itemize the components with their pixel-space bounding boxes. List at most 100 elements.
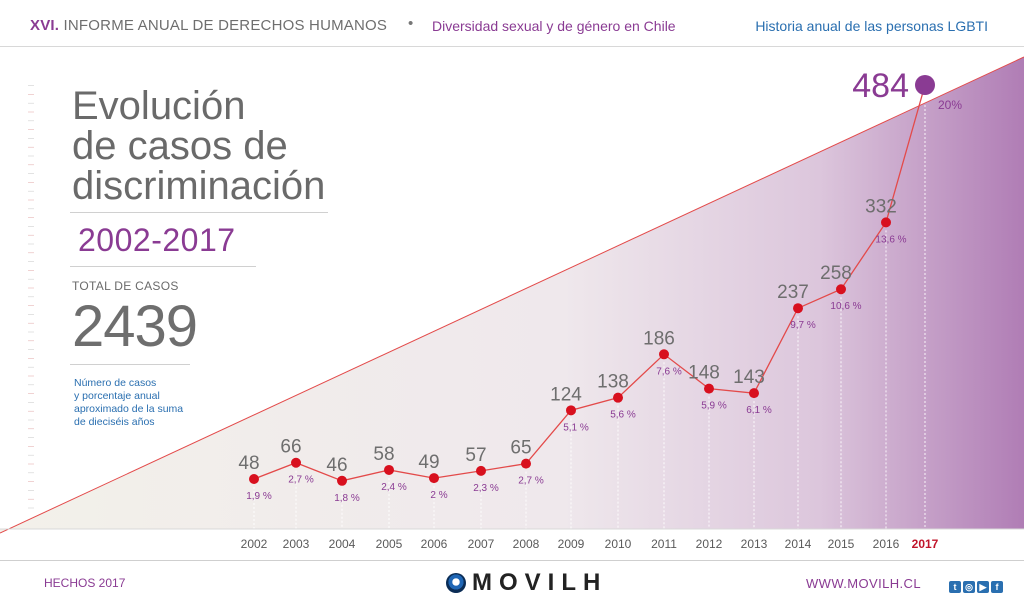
data-point-2003 [291, 457, 301, 468]
total-value: 2439 [72, 294, 198, 359]
facebook-icon[interactable]: f [991, 581, 1003, 593]
data-point-2012 [704, 383, 714, 394]
total-label: TOTAL DE CASOS [72, 279, 179, 293]
x-axis-ticks: 2002 2003 2004 2005 2006 2007 2008 2009 2010 2011… [241, 537, 939, 551]
x-tick-label-2015: 2015 [828, 537, 855, 551]
value-label-2007: 57 [465, 445, 486, 466]
value-label-2016: 332 [865, 196, 897, 217]
data-point-2004 [337, 475, 347, 486]
x-tick-label-2012: 2012 [696, 537, 723, 551]
header-subtitle: Diversidad sexual y de género en Chile [432, 18, 676, 34]
value-label-2014: 237 [777, 282, 809, 303]
chart-note: Número de casos y porcentaje anual aprox… [74, 377, 214, 429]
data-point-2015 [836, 284, 846, 295]
series-line [253, 84, 926, 482]
value-label-2003: 66 [280, 437, 301, 458]
note-line-4: de dieciséis años [74, 416, 155, 428]
footer-divider [0, 560, 1024, 561]
percent-label-2012: 5,9 % [701, 401, 727, 412]
value-label-2012: 148 [688, 363, 720, 384]
value-label-2002: 48 [238, 453, 259, 474]
percent-label-2006: 2 % [430, 490, 447, 501]
trend-line [0, 56, 1024, 534]
twitter-icon[interactable]: t [949, 581, 961, 593]
data-point-2008 [521, 458, 531, 469]
report-number: XVI. [30, 17, 60, 34]
chart-title: Evolución de casos de discriminación [72, 86, 325, 206]
x-tick-label-2011: 2011 [651, 537, 677, 551]
percent-label-2003: 2,7 % [288, 475, 314, 486]
x-tick-label-2013: 2013 [741, 537, 768, 551]
percent-label-2016: 13,6 % [875, 234, 906, 245]
report-title-text: INFORME ANUAL DE DERECHOS HUMANOS [63, 17, 388, 34]
percent-label-2002: 1,9 % [246, 491, 272, 502]
report-title: XVI. INFORME ANUAL DE DERECHOS HUMANOS [30, 17, 387, 34]
year-range: 2002-2017 [78, 222, 236, 258]
x-tick-label-2002: 2002 [241, 537, 268, 551]
value-label-2010: 138 [597, 372, 629, 393]
value-label-2005: 58 [373, 444, 394, 465]
value-label-2013: 143 [733, 367, 765, 388]
title-line-2: de casos de [72, 124, 288, 168]
value-label-2006: 49 [418, 452, 439, 473]
value-label-2008: 65 [510, 438, 531, 459]
website-link[interactable]: WWW.MOVILH.CL [806, 576, 921, 591]
percent-label-2004: 1,8 % [334, 493, 360, 504]
data-point-2006 [429, 473, 439, 484]
data-point-2014 [793, 303, 803, 314]
value-label-2011: 186 [643, 328, 675, 349]
data-point-2016 [881, 217, 891, 228]
header-bar: XVI. INFORME ANUAL DE DERECHOS HUMANOS •… [0, 0, 1024, 50]
note-line-1: Número de casos [74, 377, 157, 389]
percent-label-2007: 2,3 % [473, 483, 499, 494]
percent-label-2005: 2,4 % [381, 482, 407, 493]
data-points [249, 75, 935, 486]
data-point-2011 [659, 349, 669, 360]
logo-eye-icon [446, 573, 466, 593]
title-line-1: Evolución [72, 84, 246, 128]
footer-hechos: HECHOS 2017 [44, 576, 126, 590]
data-point-2009 [566, 405, 576, 416]
percent-label-2011: 7,6 % [656, 366, 682, 377]
x-tick-label-2016: 2016 [873, 537, 900, 551]
header-right-title: Historia anual de las personas LGBTI [755, 18, 988, 34]
data-point-2007 [476, 465, 486, 476]
social-icons: t ◎ ▶ f [949, 577, 1005, 595]
data-labels: 48 1,9 % 66 2,7 % 46 1,8 % 58 2,4 % 49 2 % 57 2,3 %… [238, 67, 962, 504]
youtube-icon[interactable]: ▶ [977, 581, 989, 593]
data-point-2002 [249, 474, 259, 484]
percent-label-2010: 5,6 % [610, 410, 636, 421]
x-tick-label-2005: 2005 [376, 537, 403, 551]
x-tick-label-2009: 2009 [558, 537, 585, 551]
x-tick-label-2007: 2007 [468, 537, 495, 551]
x-tick-label-2006: 2006 [421, 537, 448, 551]
x-tick-label-2008: 2008 [513, 537, 540, 551]
value-label-2004: 46 [326, 455, 347, 476]
title-divider [70, 212, 328, 213]
note-line-2: y porcentaje anual [74, 390, 160, 402]
percent-label-2008: 2,7 % [518, 476, 544, 487]
percent-label-2014: 9,7 % [790, 320, 816, 331]
total-divider [70, 364, 190, 365]
percent-label-2009: 5,1 % [563, 422, 589, 433]
data-point-2017 [915, 75, 935, 95]
percent-label-2015: 10,6 % [830, 301, 861, 312]
value-label-2009: 124 [550, 384, 582, 405]
movilh-logo: MOVILH [446, 569, 607, 597]
x-tick-label-2014: 2014 [785, 537, 812, 551]
x-tick-label-2003: 2003 [283, 537, 310, 551]
year-guide-lines [253, 93, 926, 529]
value-label-2015: 258 [820, 263, 852, 284]
data-point-2013 [749, 388, 759, 399]
x-tick-label-2004: 2004 [329, 537, 356, 551]
value-label-2017: 484 [852, 67, 909, 105]
instagram-icon[interactable]: ◎ [963, 581, 975, 593]
data-point-2005 [384, 464, 394, 475]
x-tick-label-2010: 2010 [605, 537, 632, 551]
data-point-2010 [613, 392, 623, 403]
note-line-3: aproximado de la suma [74, 403, 184, 415]
years-divider [70, 266, 256, 267]
logo-text: MOVILH [472, 569, 608, 596]
header-separator: • [408, 15, 414, 32]
percent-label-2017: 20% [938, 98, 962, 112]
